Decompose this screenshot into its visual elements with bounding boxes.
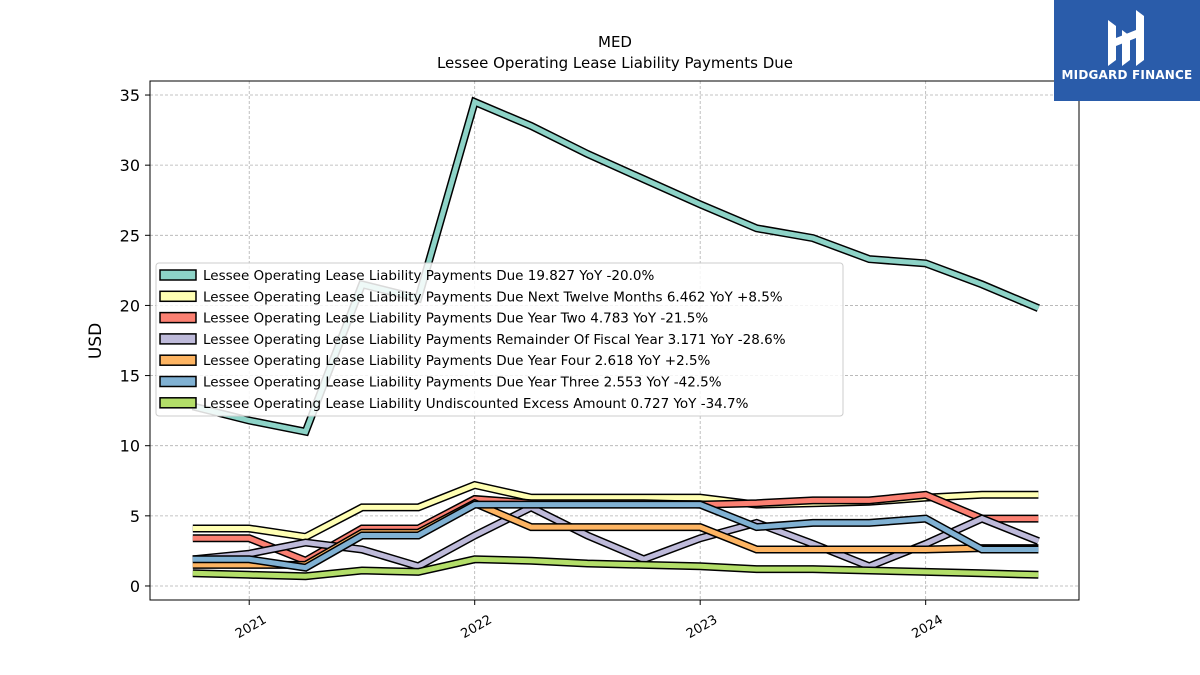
x-tick-label: 2023 xyxy=(684,612,720,642)
y-tick-label: 15 xyxy=(120,367,140,386)
legend-swatch xyxy=(159,333,197,345)
legend-swatch xyxy=(159,290,197,303)
y-tick-label: 35 xyxy=(120,86,140,105)
y-tick-label: 5 xyxy=(130,507,140,526)
grid-lines xyxy=(150,81,1079,600)
legend-item: Lessee Operating Lease Liability Payment… xyxy=(159,332,786,348)
legend-label: Lessee Operating Lease Liability Payment… xyxy=(203,268,654,284)
x-axis: 2021 2022 2023 2024 xyxy=(233,600,946,642)
legend-label: Lessee Operating Lease Liability Payment… xyxy=(203,353,711,369)
legend-item: Lessee Operating Lease Liability Payment… xyxy=(159,289,783,305)
plot-frame xyxy=(149,80,1080,601)
y-tick-label: 25 xyxy=(120,226,140,245)
y-axis: 0 5 10 15 20 25 30 35 xyxy=(120,86,150,596)
legend-label: Lessee Operating Lease Liability Payment… xyxy=(203,375,722,391)
legend-box xyxy=(155,262,844,417)
y-tick-label: 0 xyxy=(130,577,140,596)
legend-item: Lessee Operating Lease Liability Payment… xyxy=(159,375,722,391)
x-tick-label: 2022 xyxy=(459,612,495,642)
legend-item: Lessee Operating Lease Liability Payment… xyxy=(159,353,711,369)
y-tick-label: 30 xyxy=(120,156,140,175)
series-line-stroke xyxy=(192,502,1039,571)
y-tick-label: 10 xyxy=(120,437,140,456)
legend-item: Lessee Operating Lease Liability Payment… xyxy=(159,311,708,327)
brand-name: MIDGARD FINANCE xyxy=(1061,68,1193,82)
legend: Lessee Operating Lease Liability Payment… xyxy=(155,262,844,417)
midgard-logo-icon xyxy=(1108,10,1144,66)
x-tick-label: 2024 xyxy=(910,612,946,642)
legend-label: Lessee Operating Lease Liability Payment… xyxy=(203,289,783,305)
y-tick-label: 20 xyxy=(120,296,140,315)
legend-swatch xyxy=(159,354,197,366)
chart-subtitle: Lessee Operating Lease Liability Payment… xyxy=(437,54,793,72)
chart-title: MED xyxy=(598,33,632,51)
series-line-7 xyxy=(192,555,1039,581)
legend-label: Lessee Operating Lease Liability Payment… xyxy=(203,332,786,348)
legend-item: Lessee Operating Lease Liability Undisco… xyxy=(159,396,749,412)
y-axis-label: USD xyxy=(86,323,106,359)
series-line-6 xyxy=(192,500,1039,572)
legend-swatch xyxy=(159,269,197,281)
legend-label: Lessee Operating Lease Liability Undisco… xyxy=(203,396,749,412)
legend-swatch xyxy=(159,397,197,409)
legend-swatch xyxy=(159,375,197,388)
brand-logo: MIDGARD FINANCE xyxy=(1054,0,1200,101)
legend-label: Lessee Operating Lease Liability Payment… xyxy=(203,311,708,327)
series-line-stroke xyxy=(192,556,1039,579)
series-layer xyxy=(191,96,1040,581)
x-tick-label: 2021 xyxy=(233,612,269,642)
legend-item: Lessee Operating Lease Liability Payment… xyxy=(159,268,654,284)
legend-swatch xyxy=(159,311,197,324)
